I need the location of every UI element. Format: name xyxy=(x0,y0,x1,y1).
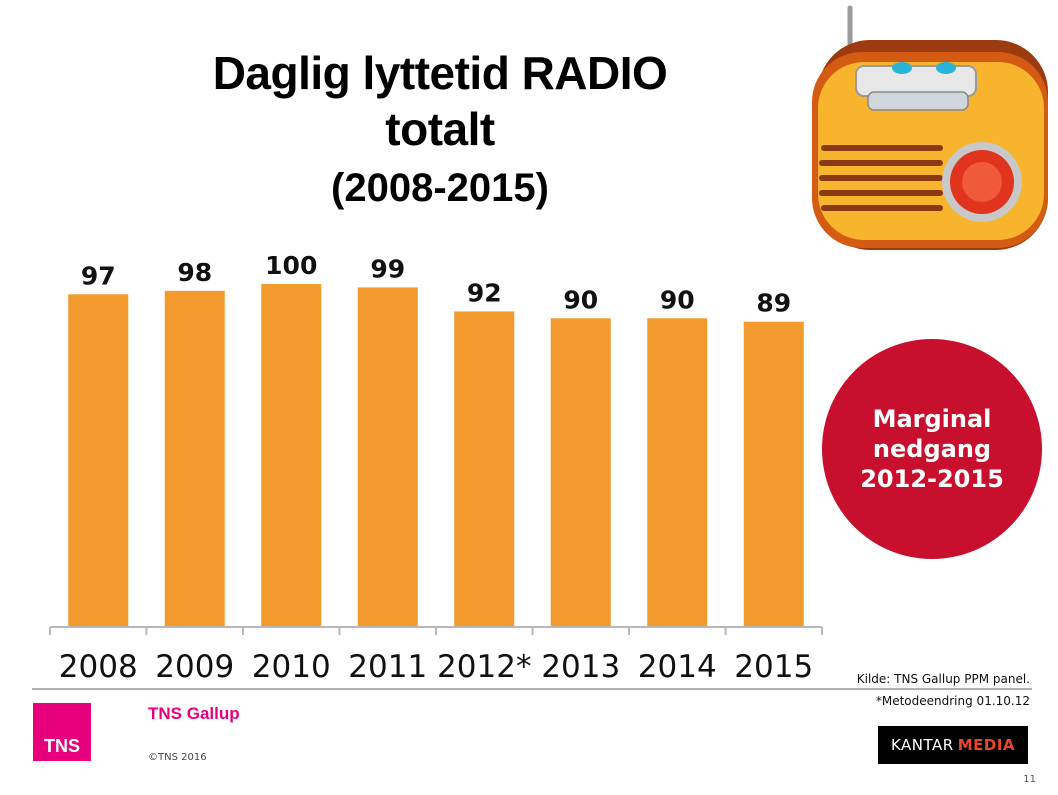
source-block: Kilde: TNS Gallup PPM panel. *Metodeendr… xyxy=(857,668,1030,712)
data-label-2008: 97 xyxy=(81,261,116,290)
data-label-2011: 99 xyxy=(370,254,405,283)
kantar-media-logo: KANTAR MEDIA xyxy=(878,726,1028,764)
x-tick-label-2013: 2013 xyxy=(541,649,620,685)
x-tick-label-2014: 2014 xyxy=(638,649,717,685)
media-word: MEDIA xyxy=(957,736,1016,754)
title-block: Daglig lyttetid RADIO totalt (2008-2015) xyxy=(80,45,800,215)
bar-2009 xyxy=(164,290,225,627)
x-tick-label-2012: 2012* xyxy=(437,649,531,685)
x-tick-label-2011: 2011 xyxy=(348,649,427,685)
method-note: *Metodeendring 01.10.12 xyxy=(875,694,1030,708)
bar-2013 xyxy=(550,318,611,627)
title-line-2: totalt xyxy=(385,103,495,155)
data-label-2014: 90 xyxy=(660,285,695,314)
bars-layer: 97 98 100 99 92 90 90 89 xyxy=(68,251,804,627)
bar-2012 xyxy=(454,311,515,627)
page-number: 11 xyxy=(1023,774,1036,785)
x-tick-label-2009: 2009 xyxy=(155,649,234,685)
radio-icon xyxy=(812,5,1048,250)
x-tick-label-2015: 2015 xyxy=(734,649,813,685)
tns-gallup-label: TNS Gallup xyxy=(148,704,240,723)
callout-text: Marginal nedgang 2012-2015 xyxy=(860,405,1004,493)
bar-2008 xyxy=(68,294,129,627)
data-label-2012: 92 xyxy=(467,278,502,307)
data-label-2009: 98 xyxy=(177,258,212,287)
tns-logo-text: TNS xyxy=(44,736,80,756)
callout-circle: Marginal nedgang 2012-2015 xyxy=(822,339,1042,559)
bar-2015 xyxy=(743,321,804,627)
bar-2011 xyxy=(357,287,418,627)
x-tick-label-2008: 2008 xyxy=(59,649,138,685)
bar-chart: 97 98 100 99 92 90 90 89 2008 2009 2010 2011 2012* 2… xyxy=(49,251,823,685)
tns-logo: TNS xyxy=(33,703,91,761)
copyright: ©TNS 2016 xyxy=(148,752,207,763)
data-label-2013: 90 xyxy=(563,285,598,314)
separator-line xyxy=(32,688,1032,690)
data-label-2010: 100 xyxy=(265,251,317,280)
title-line-1: Daglig lyttetid RADIO xyxy=(212,47,668,99)
bar-2014 xyxy=(647,318,708,627)
source-text: Kilde: TNS Gallup PPM panel. xyxy=(856,672,1030,686)
subtitle: (2008-2015) xyxy=(331,166,549,210)
data-label-2015: 89 xyxy=(756,289,791,318)
bar-2010 xyxy=(261,284,322,627)
kantar-word: KANTAR xyxy=(890,736,954,754)
x-tick-label-2010: 2010 xyxy=(252,649,331,685)
